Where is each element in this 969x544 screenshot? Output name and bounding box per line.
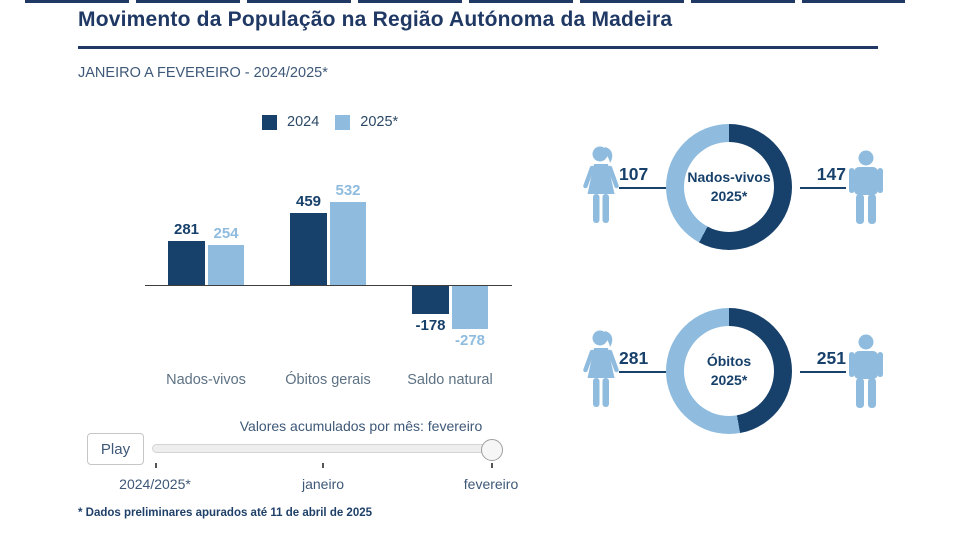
bar-2025*-Óbitos gerais[interactable] bbox=[330, 202, 366, 285]
tick-mark-janeiro bbox=[322, 463, 324, 468]
tick-label-start: 2024/2025* bbox=[119, 476, 191, 492]
bar-2024-Óbitos gerais[interactable] bbox=[290, 213, 327, 285]
page-title: Movimento da População na Região Autónom… bbox=[78, 8, 673, 31]
value-label-2024-Óbitos gerais: 459 bbox=[295, 193, 322, 210]
timeline-slider-handle[interactable] bbox=[481, 439, 503, 461]
footnote: * Dados preliminares apurados até 11 de … bbox=[78, 507, 373, 519]
bar-2024-Saldo natural[interactable] bbox=[412, 286, 449, 314]
value-label-2024-Saldo natural: -178 bbox=[415, 317, 446, 334]
value-label-2025*-Nados-vivos: 254 bbox=[213, 225, 239, 242]
bar-chart-plot: 281 254 Nados-vivos 459 532 Óbitos gerais -178… bbox=[145, 170, 512, 400]
x-axis-line bbox=[145, 285, 512, 286]
play-button[interactable]: Play bbox=[87, 433, 144, 465]
play-button-label: Play bbox=[100, 440, 131, 458]
male-value-nados-vivos: 147 bbox=[800, 164, 846, 189]
legend-item-2025[interactable]: 2025* bbox=[335, 114, 398, 130]
donut-center-label-nados-vivos: Nados-vivos 2025* bbox=[666, 124, 792, 250]
tick-mark-start bbox=[155, 463, 157, 468]
slider-caption: Valores acumulados por mês: fevereiro bbox=[239, 418, 483, 434]
female-icon bbox=[583, 330, 619, 407]
page-subtitle: JANEIRO A FEVEREIRO - 2024/2025* bbox=[78, 65, 328, 81]
female-icon bbox=[583, 146, 619, 223]
donut-title-line2: 2025* bbox=[710, 372, 748, 388]
donut-center-label-obitos: Óbitos 2025* bbox=[666, 308, 792, 434]
category-label-Saldo natural: Saldo natural bbox=[407, 372, 493, 388]
tick-label-fevereiro: fevereiro bbox=[463, 476, 519, 492]
legend-swatch-2024 bbox=[262, 114, 277, 130]
legend-label-2024: 2024 bbox=[287, 114, 320, 130]
value-label-2025*-Saldo natural: -278 bbox=[454, 332, 486, 349]
bar-2024-Nados-vivos[interactable] bbox=[168, 241, 205, 285]
value-label-2024-Nados-vivos: 281 bbox=[173, 221, 200, 238]
male-icon bbox=[849, 334, 883, 408]
donut-chart-obitos[interactable]: Óbitos 2025* bbox=[666, 308, 792, 434]
donut-title-line2: 2025* bbox=[710, 188, 748, 204]
bar-chart-legend: 2024 2025* bbox=[262, 114, 398, 130]
bar-2025*-Saldo natural[interactable] bbox=[452, 286, 488, 329]
legend-item-2024[interactable]: 2024 bbox=[262, 114, 319, 130]
male-value-obitos: 251 bbox=[800, 348, 846, 373]
tick-mark-fevereiro bbox=[491, 463, 493, 468]
bar-2025*-Nados-vivos[interactable] bbox=[208, 245, 244, 285]
category-label-Óbitos gerais: Óbitos gerais bbox=[285, 372, 371, 388]
legend-swatch-2025 bbox=[335, 114, 351, 130]
donut-title-line1: Nados-vivos bbox=[687, 169, 771, 185]
timeline-slider-track[interactable] bbox=[152, 444, 502, 453]
female-value-obitos: 281 bbox=[619, 348, 666, 373]
category-label-Nados-vivos: Nados-vivos bbox=[166, 372, 246, 388]
female-value-nados-vivos: 107 bbox=[619, 164, 666, 189]
clipped-header-strip bbox=[25, 0, 905, 3]
value-label-2025*-Óbitos gerais: 532 bbox=[335, 182, 361, 199]
legend-label-2025: 2025* bbox=[360, 114, 399, 130]
donut-title-line1: Óbitos bbox=[706, 353, 752, 369]
title-divider bbox=[78, 46, 878, 49]
donut-chart-nados-vivos[interactable]: Nados-vivos 2025* bbox=[666, 124, 792, 250]
male-icon bbox=[849, 150, 883, 224]
tick-label-janeiro: janeiro bbox=[301, 476, 345, 492]
